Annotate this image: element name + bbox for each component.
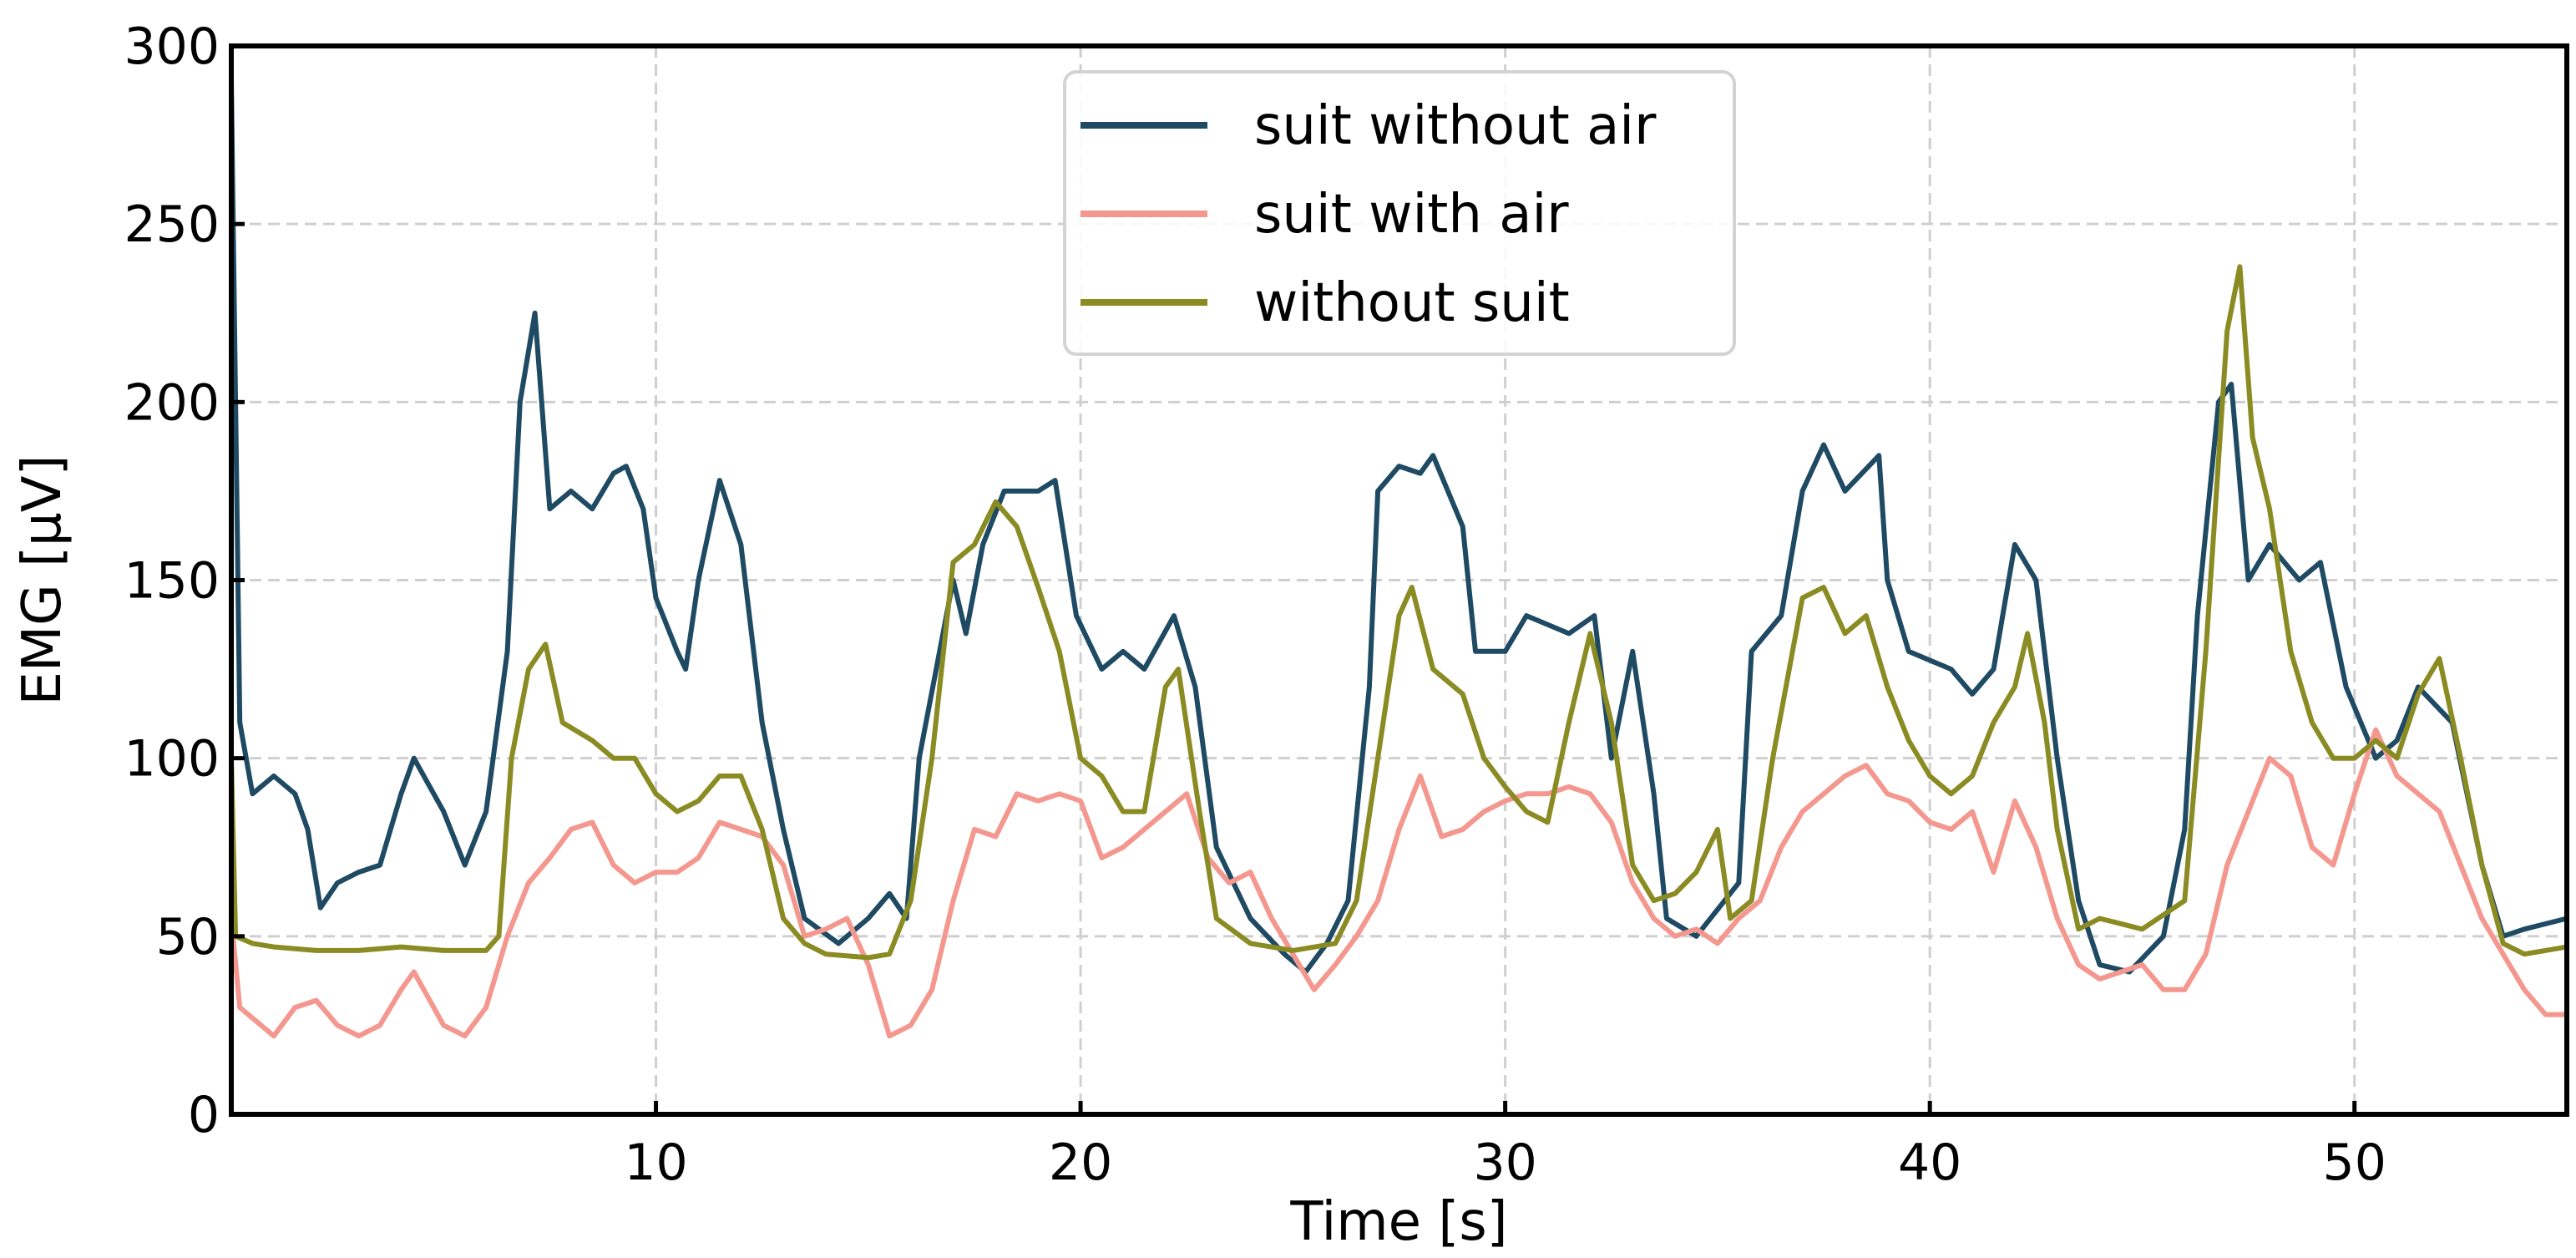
series-line-without-suit [229,264,2568,961]
series-line-suit-with-air [229,727,2567,1039]
x-tick-label: 20 [1049,1134,1112,1192]
series-lines [229,81,2568,1039]
x-axis-label: Time [s] [1289,1191,1507,1253]
x-tick-label: 30 [1473,1134,1536,1192]
x-tick-label: 50 [2323,1134,2386,1192]
x-tick-label: 10 [624,1134,687,1192]
y-tick-label: 300 [124,18,220,76]
y-tick-label: 100 [124,730,220,789]
ticks: 10 20 30 40 50 0 50 100 150 200 250 300 [124,18,2386,1192]
legend: suit without air suit with air without sui… [1063,70,1736,356]
y-axis-label: EMG [μV] [12,454,73,705]
x-tick-label: 40 [1898,1134,1961,1192]
y-tick-label: 250 [124,195,220,254]
legend-label: suit with air [1254,184,1569,246]
legend-label: suit without air [1254,95,1657,157]
y-tick-label: 200 [124,373,220,432]
legend-box [1063,70,1736,356]
y-tick-label: 50 [156,908,220,966]
y-tick-label: 0 [188,1086,220,1144]
y-tick-label: 150 [124,552,220,611]
legend-label: without suit [1254,272,1570,334]
